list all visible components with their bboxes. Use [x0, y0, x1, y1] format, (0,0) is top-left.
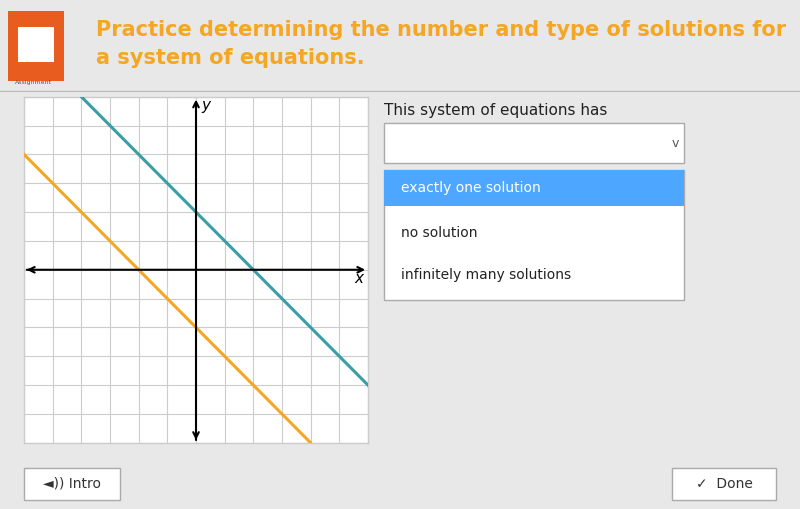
Text: v: v: [672, 136, 679, 150]
Text: exactly one solution: exactly one solution: [401, 181, 541, 195]
Bar: [672, 468, 776, 500]
Text: ✓  Done: ✓ Done: [695, 476, 753, 491]
Text: x: x: [354, 271, 364, 286]
Text: This system of equations has: This system of equations has: [384, 103, 608, 118]
Bar: [384, 170, 684, 300]
Text: no solution: no solution: [401, 225, 478, 240]
Bar: [18, 27, 54, 62]
Text: y: y: [202, 98, 210, 113]
Text: ◄)) Intro: ◄)) Intro: [43, 476, 101, 491]
Text: infinitely many solutions: infinitely many solutions: [401, 268, 571, 282]
Bar: [384, 123, 684, 163]
Bar: [24, 468, 120, 500]
Text: Assignment: Assignment: [15, 80, 52, 85]
Bar: [384, 170, 684, 206]
Text: Practice determining the number and type of solutions for
a system of equations.: Practice determining the number and type…: [96, 20, 786, 68]
Bar: [8, 11, 64, 80]
